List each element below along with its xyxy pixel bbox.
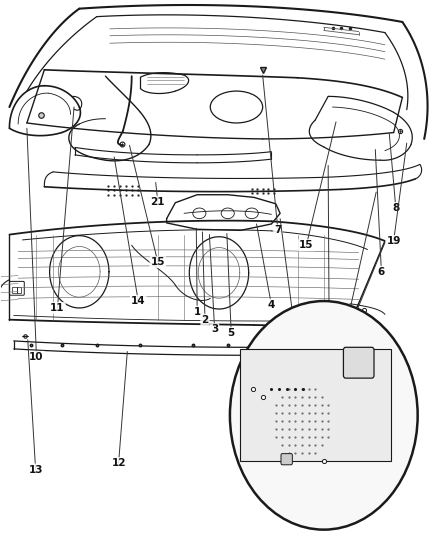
Text: 12: 12 <box>111 458 126 468</box>
Text: 19: 19 <box>386 236 401 246</box>
Text: 9: 9 <box>338 343 345 353</box>
Text: 15: 15 <box>299 240 314 250</box>
Text: 11: 11 <box>50 303 65 313</box>
Circle shape <box>230 301 418 530</box>
Text: 1: 1 <box>194 306 201 317</box>
Bar <box>240 349 391 461</box>
Text: 20: 20 <box>287 320 301 330</box>
Text: 7: 7 <box>274 225 282 236</box>
Text: 21: 21 <box>151 197 165 207</box>
Text: 3: 3 <box>211 324 218 334</box>
Text: 6: 6 <box>378 267 385 277</box>
Text: 14: 14 <box>131 296 145 306</box>
Text: 9: 9 <box>338 343 345 353</box>
Text: 4: 4 <box>268 300 275 310</box>
Text: 18: 18 <box>375 427 390 438</box>
FancyBboxPatch shape <box>281 454 292 465</box>
Text: 5: 5 <box>228 328 235 338</box>
Text: 8: 8 <box>392 203 399 213</box>
Text: 2: 2 <box>201 314 208 325</box>
Text: 13: 13 <box>28 465 43 474</box>
Text: 16: 16 <box>322 304 336 314</box>
Text: 10: 10 <box>29 352 44 362</box>
Text: 15: 15 <box>151 257 165 267</box>
FancyBboxPatch shape <box>343 348 374 378</box>
